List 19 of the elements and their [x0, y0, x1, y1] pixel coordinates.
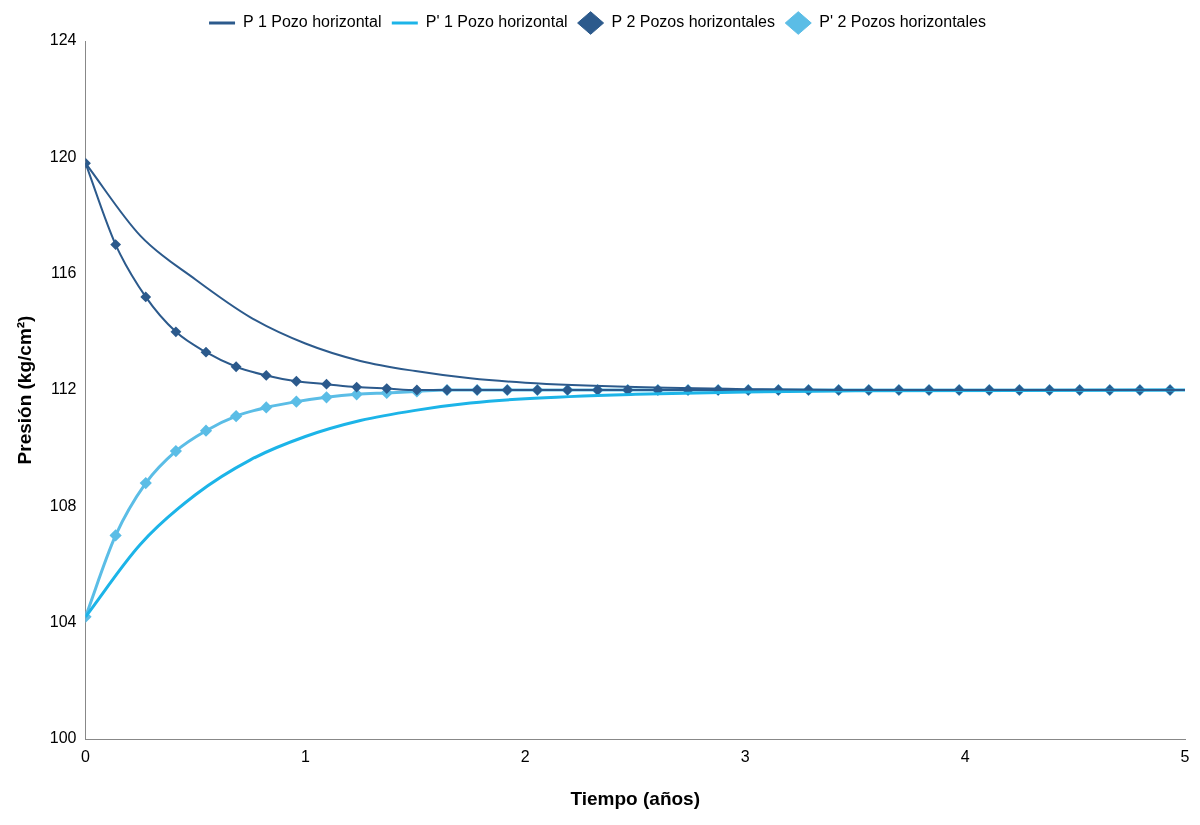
y-tick-label: 112 — [50, 380, 77, 398]
y-tick-label: 100 — [49, 729, 77, 747]
x-tick-label: 4 — [960, 748, 970, 766]
x-tick-label: 0 — [81, 748, 91, 766]
x-tick-label: 1 — [300, 748, 310, 766]
legend-label: P 2 Pozos horizontales — [611, 13, 775, 31]
y-tick-label: 124 — [49, 31, 77, 49]
x-tick-label: 3 — [740, 748, 750, 766]
y-tick-label: 108 — [49, 496, 77, 514]
y-tick-label: 104 — [49, 613, 77, 631]
x-axis-title: Tiempo (años) — [570, 787, 700, 809]
legend-label: P 1 Pozo horizontal — [243, 13, 382, 31]
legend-label: P' 1 Pozo horizontal — [425, 13, 568, 31]
y-axis-title: Presión (kg/cm²) — [13, 315, 35, 465]
y-tick-label: 120 — [49, 147, 77, 165]
x-tick-label: 5 — [1180, 748, 1190, 766]
y-tick-label: 116 — [50, 264, 77, 282]
x-tick-label: 2 — [520, 748, 530, 766]
legend-label: P' 2 Pozos horizontales — [819, 13, 986, 31]
